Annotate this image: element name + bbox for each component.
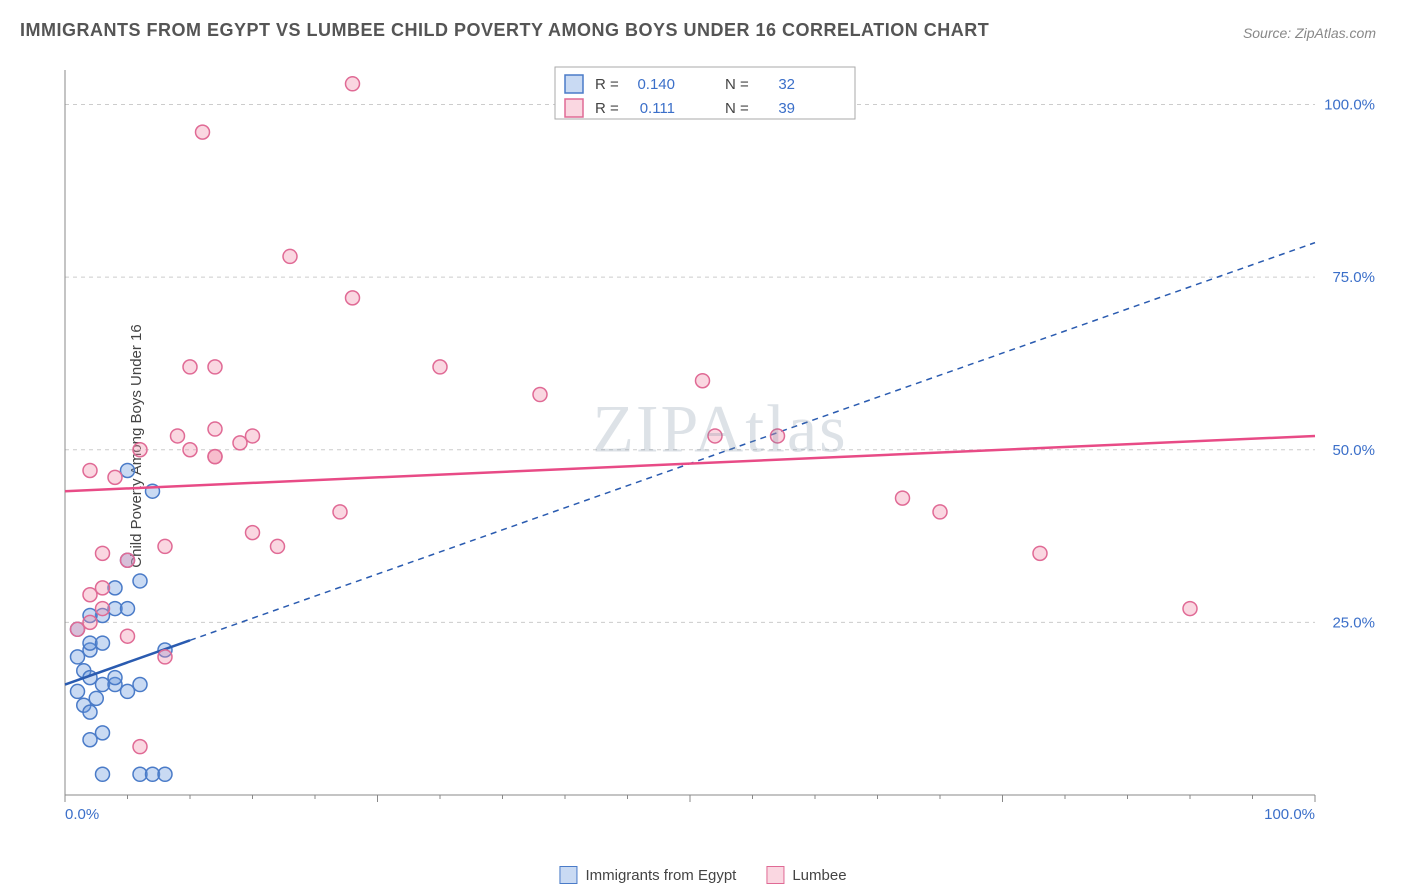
legend-swatch-series1: [559, 866, 577, 884]
svg-text:100.0%: 100.0%: [1264, 806, 1315, 823]
legend-item-series2: Lumbee: [766, 866, 846, 884]
chart-title: IMMIGRANTS FROM EGYPT VS LUMBEE CHILD PO…: [20, 20, 989, 41]
bottom-legend: Immigrants from Egypt Lumbee: [559, 866, 846, 884]
svg-text:0.140: 0.140: [637, 76, 675, 93]
svg-text:0.0%: 0.0%: [65, 806, 99, 823]
legend-swatch-series2: [766, 866, 784, 884]
svg-text:25.0%: 25.0%: [1332, 614, 1375, 631]
plot-area: 25.0% 50.0% 75.0% 100.0% 0.0% 100.0% R = 0.140 N…: [55, 55, 1385, 835]
svg-text:0.111: 0.111: [640, 100, 675, 117]
svg-text:100.0%: 100.0%: [1324, 97, 1375, 114]
svg-text:N =: N =: [725, 76, 749, 93]
legend-label-series2: Lumbee: [792, 867, 846, 884]
svg-text:R =: R =: [595, 76, 619, 93]
svg-text:39: 39: [778, 100, 795, 117]
source-attribution: Source: ZipAtlas.com: [1243, 25, 1376, 41]
chart-container: IMMIGRANTS FROM EGYPT VS LUMBEE CHILD PO…: [0, 0, 1406, 892]
legend-label-series1: Immigrants from Egypt: [585, 867, 736, 884]
chart-svg: 25.0% 50.0% 75.0% 100.0% 0.0% 100.0% R = 0.140 N…: [55, 55, 1385, 835]
svg-text:75.0%: 75.0%: [1332, 269, 1375, 286]
legend-item-series1: Immigrants from Egypt: [559, 866, 736, 884]
svg-text:50.0%: 50.0%: [1332, 442, 1375, 459]
svg-text:32: 32: [778, 76, 795, 93]
svg-text:R =: R =: [595, 100, 619, 117]
svg-text:N =: N =: [725, 100, 749, 117]
